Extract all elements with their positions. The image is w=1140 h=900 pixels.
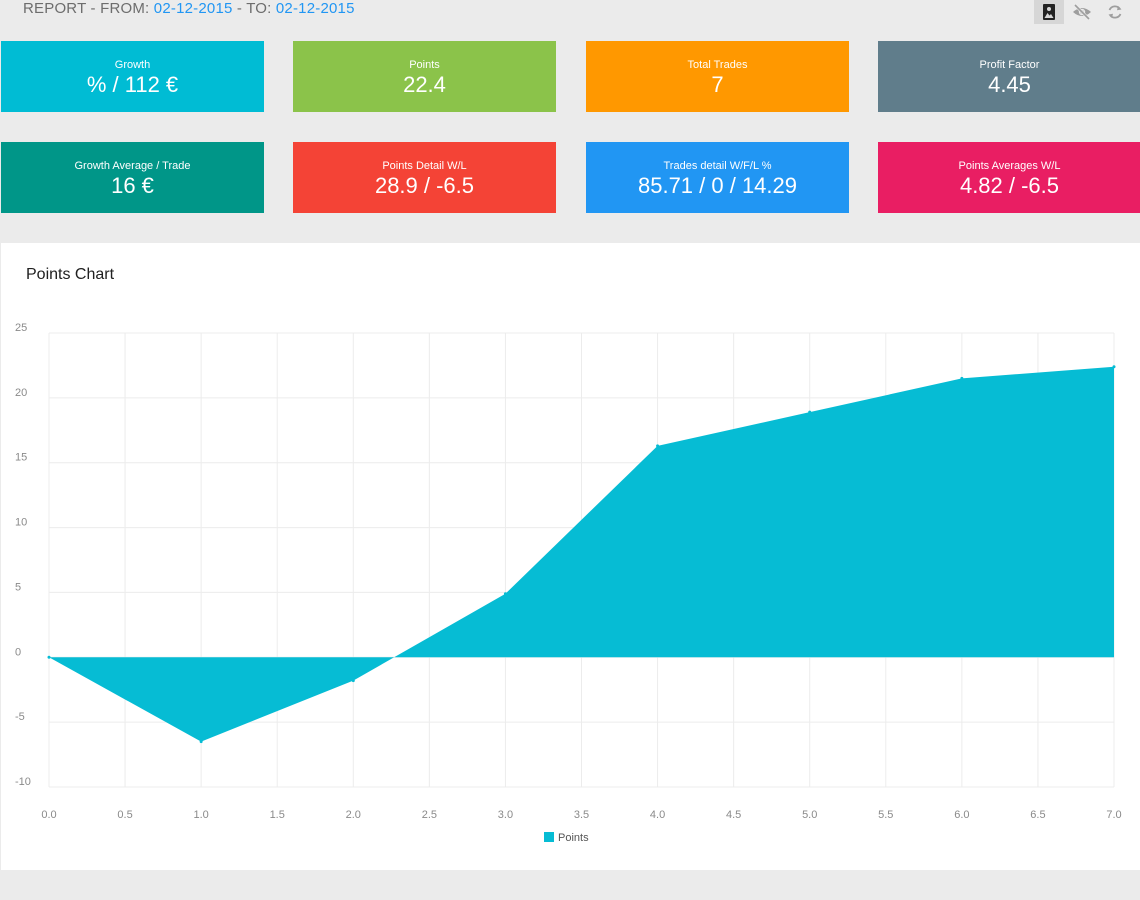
to-date[interactable]: 02-12-2015 [275, 0, 355, 17]
tile-label: Points Detail W/L [382, 160, 467, 172]
tile-profit-factor: Profit Factor 4.45 [878, 41, 1140, 112]
x-tick-label: 2.0 [346, 809, 361, 821]
y-tick-label: 0 [15, 646, 21, 658]
tile-label: Points [409, 59, 440, 71]
refresh-icon [1108, 5, 1122, 19]
tile-growth-average: Growth Average / Trade 16 € [1, 142, 264, 213]
tile-label: Growth [114, 59, 151, 71]
tile-points-detail: Points Detail W/L 28.9 / -6.5 [293, 142, 556, 213]
tile-value: 28.9 / -6.5 [374, 173, 475, 198]
x-tick-label: 1.5 [270, 809, 285, 821]
image-view-button[interactable] [1034, 0, 1064, 24]
y-tick-label: 20 [15, 387, 27, 399]
tile-trades-detail: Trades detail W/F/L % 85.71 / 0 / 14.29 [586, 142, 849, 213]
y-tick-label: 25 [15, 322, 27, 334]
x-tick-label: 3.0 [498, 809, 513, 821]
y-tick-label: 15 [15, 452, 27, 464]
tile-label: Growth Average / Trade [74, 160, 191, 172]
tile-points: Points 22.4 [293, 41, 556, 112]
data-point [656, 444, 660, 448]
tile-value: % / 112 € [86, 72, 179, 97]
image-icon [1043, 4, 1055, 20]
tile-value: 22.4 [403, 72, 446, 97]
tile-label: Trades detail W/F/L % [663, 160, 772, 172]
data-point [960, 376, 964, 380]
tile-growth: Growth % / 112 € [1, 41, 264, 112]
legend-label: Points [558, 832, 589, 844]
tile-value: 85.71 / 0 / 14.29 [637, 173, 798, 198]
hide-button[interactable] [1067, 0, 1097, 24]
tile-label: Points Averages W/L [958, 160, 1061, 172]
points-chart: 0.0 0.5 1.0 1.5 2.0 2.5 3.0 3.5 4.0 4.5 5.0 5.5 6.0 6… [15, 322, 1122, 844]
x-tick-label: 4.5 [726, 809, 741, 821]
x-tick-label: 5.5 [878, 809, 893, 821]
tile-points-averages: Points Averages W/L 4.82 / -6.5 [878, 142, 1140, 213]
tile-total-trades: Total Trades 7 [586, 41, 849, 112]
report-title: REPORT - FROM: 02-12-2015 - TO: 02-12-20… [23, 0, 355, 17]
points-chart-panel: Points Chart 0.0 0.5 1.0 1.5 2.0 2.5 3.0 3.5 4.0… [1, 243, 1140, 870]
x-tick-label: 5.0 [802, 809, 817, 821]
to-label: - TO: [232, 0, 276, 17]
y-tick-label: -5 [15, 711, 25, 723]
data-point [503, 592, 507, 596]
tile-value: 16 € [111, 173, 154, 198]
data-point [47, 655, 51, 659]
eye-off-icon [1073, 4, 1091, 20]
x-tick-label: 0.5 [117, 809, 132, 821]
data-point [1112, 365, 1116, 369]
tile-value: 4.45 [988, 72, 1031, 97]
tile-value: 4.82 / -6.5 [959, 173, 1060, 198]
x-tick-label: 6.0 [954, 809, 969, 821]
x-tick-label: 4.0 [650, 809, 665, 821]
data-point [351, 679, 355, 683]
data-point [808, 410, 812, 414]
from-date[interactable]: 02-12-2015 [153, 0, 233, 17]
x-tick-label: 3.5 [574, 809, 589, 821]
x-tick-label: 0.0 [41, 809, 56, 821]
report-header: REPORT - FROM: 02-12-2015 - TO: 02-12-20… [0, 0, 1140, 26]
chart-title: Points Chart [26, 266, 115, 283]
x-tick-label: 7.0 [1106, 809, 1121, 821]
y-tick-label: 5 [15, 581, 21, 593]
x-tick-label: 6.5 [1030, 809, 1045, 821]
data-point [199, 740, 203, 744]
legend-swatch [544, 832, 554, 842]
report-prefix: REPORT - FROM: [23, 0, 154, 17]
x-tick-label: 1.0 [193, 809, 208, 821]
tile-value: 7 [711, 72, 724, 97]
y-tick-label: 10 [15, 517, 27, 529]
x-tick-label: 2.5 [422, 809, 437, 821]
tile-label: Profit Factor [979, 59, 1040, 71]
refresh-button[interactable] [1100, 0, 1130, 24]
y-tick-label: -10 [15, 776, 31, 788]
series-area-points [49, 366, 1114, 742]
tile-label: Total Trades [687, 59, 748, 71]
